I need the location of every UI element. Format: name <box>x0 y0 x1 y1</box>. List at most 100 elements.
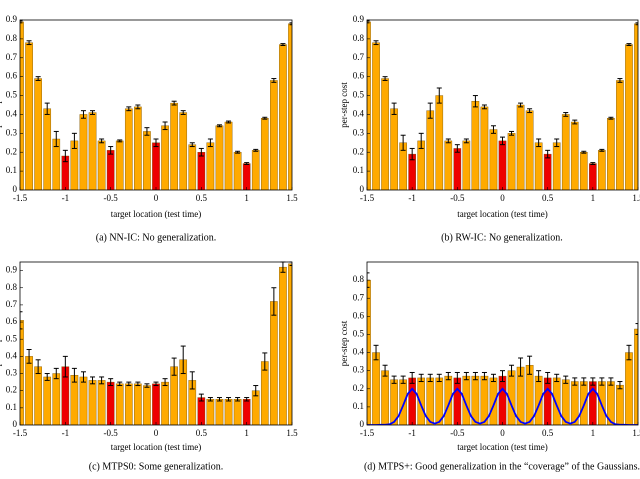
bar <box>381 371 388 425</box>
bar <box>134 384 141 425</box>
bar <box>152 143 159 190</box>
bar <box>143 131 150 190</box>
bar <box>472 101 479 190</box>
bar <box>243 164 250 190</box>
y-tick-label: 0.2 <box>6 146 17 156</box>
bar <box>161 126 168 190</box>
y-tick-label: 0.1 <box>353 401 364 411</box>
x-tick-label: -1.5 <box>13 193 28 203</box>
bar <box>116 384 123 425</box>
x-tick-label: -0.5 <box>450 428 465 438</box>
y-tick-label: 0.2 <box>353 383 364 393</box>
bar <box>562 114 569 190</box>
bar <box>279 267 286 425</box>
x-axis-label: target location (test time) <box>457 209 548 219</box>
y-tick-label: 0.3 <box>353 127 365 137</box>
bar <box>372 43 379 190</box>
y-axis-label: per-step cost <box>339 320 349 366</box>
bar <box>598 150 605 190</box>
bar <box>216 126 223 190</box>
bar <box>71 375 78 425</box>
x-tick-label: -0.5 <box>450 193 465 203</box>
bar <box>80 114 87 190</box>
y-tick-label: 0.7 <box>6 299 18 309</box>
bar <box>499 141 506 190</box>
x-tick-label: 1 <box>244 428 249 438</box>
bar <box>499 376 506 425</box>
bar <box>234 152 241 190</box>
bar <box>381 79 388 190</box>
x-tick-label: 1.5 <box>632 193 640 203</box>
x-tick-label: 1.5 <box>286 428 298 438</box>
bar <box>116 141 123 190</box>
x-tick-label: 0.5 <box>542 193 554 203</box>
bar <box>89 380 96 425</box>
y-tick-label: 0.8 <box>6 33 18 43</box>
x-tick-label: -1 <box>408 193 416 203</box>
plot-area <box>363 273 640 425</box>
bar <box>517 105 524 190</box>
bar <box>98 141 105 190</box>
x-tick-label: -1 <box>62 428 70 438</box>
bar <box>198 152 205 190</box>
y-tick-label: 0.7 <box>6 52 18 62</box>
bar <box>25 43 32 190</box>
caption: (c) MTPS0: Some generalization. <box>89 461 223 472</box>
bar <box>53 374 60 425</box>
bar <box>261 362 268 425</box>
y-axis-label: per-step cost <box>0 82 2 128</box>
y-tick-label: 0.6 <box>6 316 18 326</box>
x-tick-label: 0.5 <box>542 428 554 438</box>
x-tick-label: -1.5 <box>13 428 28 438</box>
x-axis-label: target location (test time) <box>457 442 548 452</box>
y-tick-label: 0.7 <box>353 292 365 302</box>
bar <box>207 399 214 425</box>
y-tick-label: 0.1 <box>353 165 364 175</box>
x-tick-label: 0 <box>154 428 159 438</box>
y-tick-label: 0.7 <box>353 52 365 62</box>
x-axis-label: target location (test time) <box>111 442 202 452</box>
y-tick-label: 0.3 <box>6 127 18 137</box>
bar <box>207 143 214 190</box>
x-tick-label: 0.5 <box>196 428 208 438</box>
bar <box>508 133 515 190</box>
bar <box>25 356 32 425</box>
bar <box>107 150 114 190</box>
bar <box>409 378 416 425</box>
x-tick-label: 1 <box>244 193 249 203</box>
bar <box>279 45 286 190</box>
y-tick-label: 0.6 <box>353 71 365 81</box>
bar <box>134 107 141 190</box>
y-tick-label: 0.1 <box>6 402 17 412</box>
caption: (b) RW-IC: No generalization. <box>441 232 563 243</box>
y-tick-label: 0.5 <box>353 329 365 339</box>
bar <box>35 79 42 190</box>
x-tick-label: 1.5 <box>632 428 640 438</box>
bar <box>463 141 470 190</box>
bar <box>589 164 596 190</box>
bar <box>180 113 187 190</box>
bar <box>454 378 461 425</box>
y-tick-label: 0.8 <box>353 33 365 43</box>
y-tick-label: 0.8 <box>353 274 365 284</box>
bar <box>80 377 87 425</box>
y-tick-label: 0.6 <box>6 71 18 81</box>
bar <box>171 103 178 190</box>
y-tick-label: 0.8 <box>6 282 18 292</box>
bar <box>634 24 640 190</box>
y-tick-label: 0.9 <box>6 14 18 24</box>
bar <box>490 130 497 190</box>
bar <box>143 386 150 425</box>
y-axis-label: per-step cost <box>339 82 349 128</box>
y-tick-label: 0.4 <box>353 347 365 357</box>
x-tick-label: 0.5 <box>196 193 208 203</box>
bar <box>445 141 452 190</box>
x-tick-label: 0 <box>500 428 505 438</box>
bar <box>427 111 434 190</box>
x-tick-label: -1 <box>408 428 416 438</box>
